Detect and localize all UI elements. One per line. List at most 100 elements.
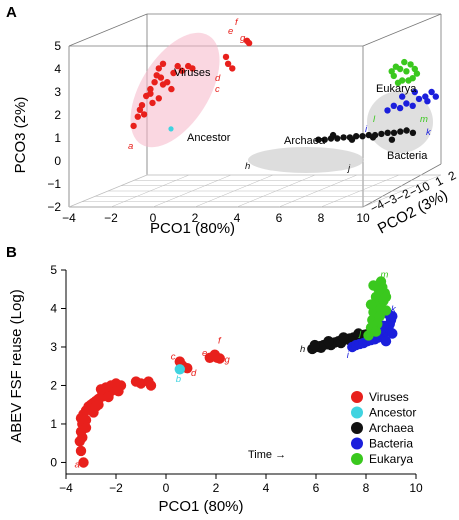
point-label-a-g: g (240, 33, 246, 44)
point-viruses (77, 432, 88, 443)
point-eukarya (394, 79, 402, 87)
panel-a-y-tick: −1 (407, 181, 426, 200)
point-viruses (245, 39, 253, 47)
panel-a-x-tick: 8 (318, 211, 325, 225)
point-label-b-i: i (347, 350, 350, 361)
point-label-a-j: j (346, 163, 351, 174)
point-archaea (315, 136, 322, 143)
point-viruses (136, 106, 144, 114)
panel-a-z-tick: 5 (54, 39, 61, 53)
point-viruses (214, 353, 225, 364)
legend-marker-eukarya (351, 453, 363, 465)
legend-label-archaea: Archaea (369, 421, 414, 435)
legend-label-ancestor: Ancestor (369, 406, 416, 420)
panel-b-y-title: ABEV FSF reuse (Log) (8, 289, 25, 442)
label-eukarya: Eukarya (376, 83, 417, 95)
point-archaea (340, 134, 347, 141)
point-eukarya (407, 61, 414, 68)
eukarya-bacteria-ellipse (367, 91, 433, 153)
panel-a-points (130, 37, 439, 143)
panel-a-y-tick: −4 (368, 197, 387, 216)
panel-a-group-ellipses (130, 32, 433, 173)
point-bacteria (411, 88, 418, 96)
panel-b-points (74, 276, 398, 468)
panel-b-x-tick: 0 (163, 481, 170, 495)
panel-b-x-tick: 10 (409, 481, 423, 495)
point-eukarya (413, 70, 421, 77)
point-viruses (229, 65, 236, 72)
panel-b-x-tick: 4 (263, 481, 270, 495)
point-label-a-m: m (420, 114, 428, 125)
point-bacteria (399, 93, 406, 100)
legend-marker-ancestor (351, 406, 363, 419)
legend-label-bacteria: Bacteria (369, 437, 413, 451)
point-viruses (170, 69, 177, 77)
point-archaea (403, 127, 410, 134)
panel-a-y-tick: 1 (433, 173, 446, 189)
point-label-b-f: f (218, 336, 222, 347)
point-archaea (378, 130, 385, 138)
viruses-ellipse (130, 32, 220, 148)
panel-b-x-tick: −4 (59, 481, 73, 495)
panel-a-x-tick: 4 (234, 211, 241, 225)
point-archaea (309, 339, 320, 351)
panel-b-x-tick: 6 (313, 481, 320, 495)
point-bacteria (396, 104, 404, 112)
point-bacteria (415, 95, 423, 103)
point-viruses (157, 74, 165, 81)
point-viruses (168, 85, 175, 93)
panel-b-x-title: PCO1 (80%) (158, 498, 243, 515)
point-viruses (113, 386, 124, 397)
point-viruses (80, 414, 92, 426)
point-archaea (348, 136, 356, 143)
point-eukarya (401, 58, 408, 66)
point-viruses (149, 99, 156, 107)
point-eukarya (365, 299, 377, 310)
panel-b-y-tick: 5 (50, 263, 57, 277)
legend-marker-viruses (351, 391, 363, 403)
panel-a-letter: A (6, 4, 17, 21)
point-viruses (155, 65, 162, 72)
point-bacteria (384, 107, 391, 114)
point-viruses (140, 111, 148, 118)
point-viruses (80, 422, 92, 433)
panel-a-x-tick: 10 (356, 211, 370, 225)
point-label-b-b: b (176, 374, 181, 385)
point-ancestor (174, 364, 185, 375)
panel-a-z-tick: 3 (54, 85, 61, 99)
point-bacteria (428, 88, 435, 96)
point-label-a-f: f (235, 17, 239, 28)
point-label-b-e: e (202, 348, 207, 359)
panel-b-letter: B (6, 244, 17, 261)
point-viruses (130, 122, 137, 130)
point-bacteria (390, 102, 397, 110)
legend-marker-bacteria (351, 437, 363, 450)
point-label-a-e: e (228, 26, 233, 37)
point-bacteria (403, 100, 410, 107)
point-archaea (390, 129, 398, 136)
point-viruses (134, 113, 141, 120)
point-viruses (151, 79, 158, 86)
point-viruses (189, 65, 196, 72)
point-viruses (78, 457, 89, 468)
label-viruses: Viruses (174, 67, 211, 79)
point-archaea (321, 136, 328, 143)
panel-a-z-tick: 4 (54, 62, 61, 76)
panel-b-y-tick: 1 (50, 417, 57, 431)
panel-b-axes: −4 −2 0 2 4 6 8 10 0 1 2 3 4 5 (50, 263, 423, 495)
point-label-b-l: l (376, 323, 379, 334)
point-viruses (147, 85, 154, 93)
point-bacteria (387, 328, 398, 339)
point-viruses (75, 445, 87, 457)
point-label-b-k: k (391, 304, 397, 315)
point-bacteria (409, 102, 416, 110)
panel-a-y-tick: −2 (394, 186, 413, 205)
point-label-a-d: d (215, 73, 221, 84)
panel-a-z-tick: 1 (54, 131, 61, 145)
legend-marker-archaea (351, 422, 363, 434)
panel-a-x-tick: 6 (276, 211, 283, 225)
panel-a-x-title: PCO1 (80%) (150, 220, 235, 237)
point-label-a-i: i (365, 124, 368, 135)
